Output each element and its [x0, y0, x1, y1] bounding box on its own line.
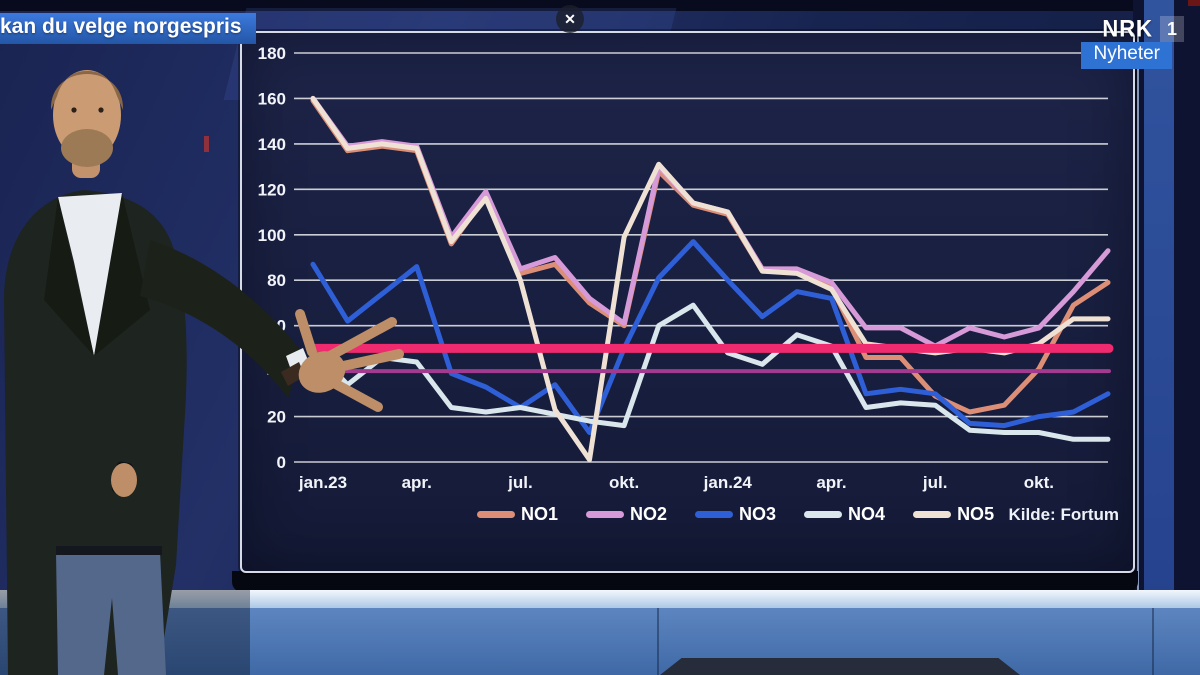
screen-edge-highlight [1137, 20, 1139, 620]
presenter-shirt [58, 193, 122, 356]
studio-right-panel [1144, 0, 1174, 675]
legend-label: NO4 [848, 504, 886, 524]
legend-item-no1: NO1 [477, 504, 558, 525]
x-tick-label: jan.23 [298, 473, 347, 492]
y-tick-label: 20 [267, 408, 286, 427]
presenter-palm [298, 351, 346, 393]
y-tick-label: 120 [258, 180, 286, 199]
legend-item-no5: NO5 [913, 504, 994, 525]
series-line-no1 [310, 98, 1111, 415]
x-tick-label: apr. [816, 473, 846, 492]
presenter-eye [98, 107, 104, 113]
nrk-logo: NRK [1102, 14, 1153, 42]
series-line-no5 [310, 95, 1111, 463]
presenter-left-hand [111, 463, 137, 497]
legend-item-no3: NO3 [695, 504, 776, 525]
studio-red-accent [1188, 0, 1200, 6]
y-tick-label: 180 [258, 44, 286, 63]
channel-number-badge: 1 [1160, 16, 1184, 42]
legend-swatch [804, 511, 843, 518]
legend-swatch [913, 511, 952, 518]
y-tick-label: 100 [258, 226, 286, 245]
wall-seam [657, 608, 659, 675]
studio-ceiling-strip [0, 0, 1200, 11]
chart-legend: NO1 NO2 NO3 NO4 NO5 [477, 504, 994, 525]
chart-source: Kilde: Fortum [1008, 505, 1120, 524]
presenter-watch [281, 362, 305, 386]
legend-item-no4: NO4 [804, 504, 885, 525]
series-line-no4 [310, 302, 1111, 442]
x-tick-label: apr. [402, 473, 432, 492]
news-badge: Nyheter [1081, 42, 1172, 69]
presenter-arm [140, 240, 302, 398]
x-tick-label: jul. [922, 473, 948, 492]
chart-panel: 020406080100120140160180jan.23apr.jul.ok… [240, 31, 1135, 573]
legend-label: NO3 [739, 504, 777, 524]
screen-bezel [232, 571, 1138, 592]
y-tick-label: 140 [258, 135, 286, 154]
legend-swatch [586, 511, 625, 518]
studio-ledge [0, 590, 1200, 609]
studio-desk-base [660, 658, 1020, 675]
x-tick-label: jul. [507, 473, 533, 492]
caption-badge: kan du velge norgespris [0, 13, 256, 44]
presenter-belt [56, 546, 162, 555]
wall-seam [1152, 608, 1154, 675]
presenter-jeans [56, 552, 166, 675]
legend-swatch [695, 511, 734, 518]
x-tick-label: okt. [1024, 473, 1054, 492]
series-line-no3 [310, 239, 1111, 435]
presenter-eye [71, 107, 77, 113]
wall-accent [204, 136, 209, 152]
legend-label: NO5 [957, 504, 995, 524]
y-tick-label: 160 [258, 89, 286, 108]
x-tick-label: okt. [609, 473, 639, 492]
legend-label: NO2 [630, 504, 668, 524]
presenter-lapel-right [94, 193, 150, 356]
legend-item-no2: NO2 [586, 504, 667, 525]
channel-group: NRK 1 [1102, 14, 1184, 42]
legend-swatch [477, 511, 515, 518]
y-tick-label: 80 [267, 271, 286, 290]
x-tick-label: jan.24 [703, 473, 753, 492]
legend-label: NO1 [521, 504, 559, 524]
close-button[interactable]: ✕ [556, 5, 584, 33]
y-tick-label: 0 [277, 453, 286, 472]
presenter-beard [61, 129, 113, 167]
presenter-lapel-left [44, 197, 94, 356]
presenter-figure [4, 70, 404, 675]
